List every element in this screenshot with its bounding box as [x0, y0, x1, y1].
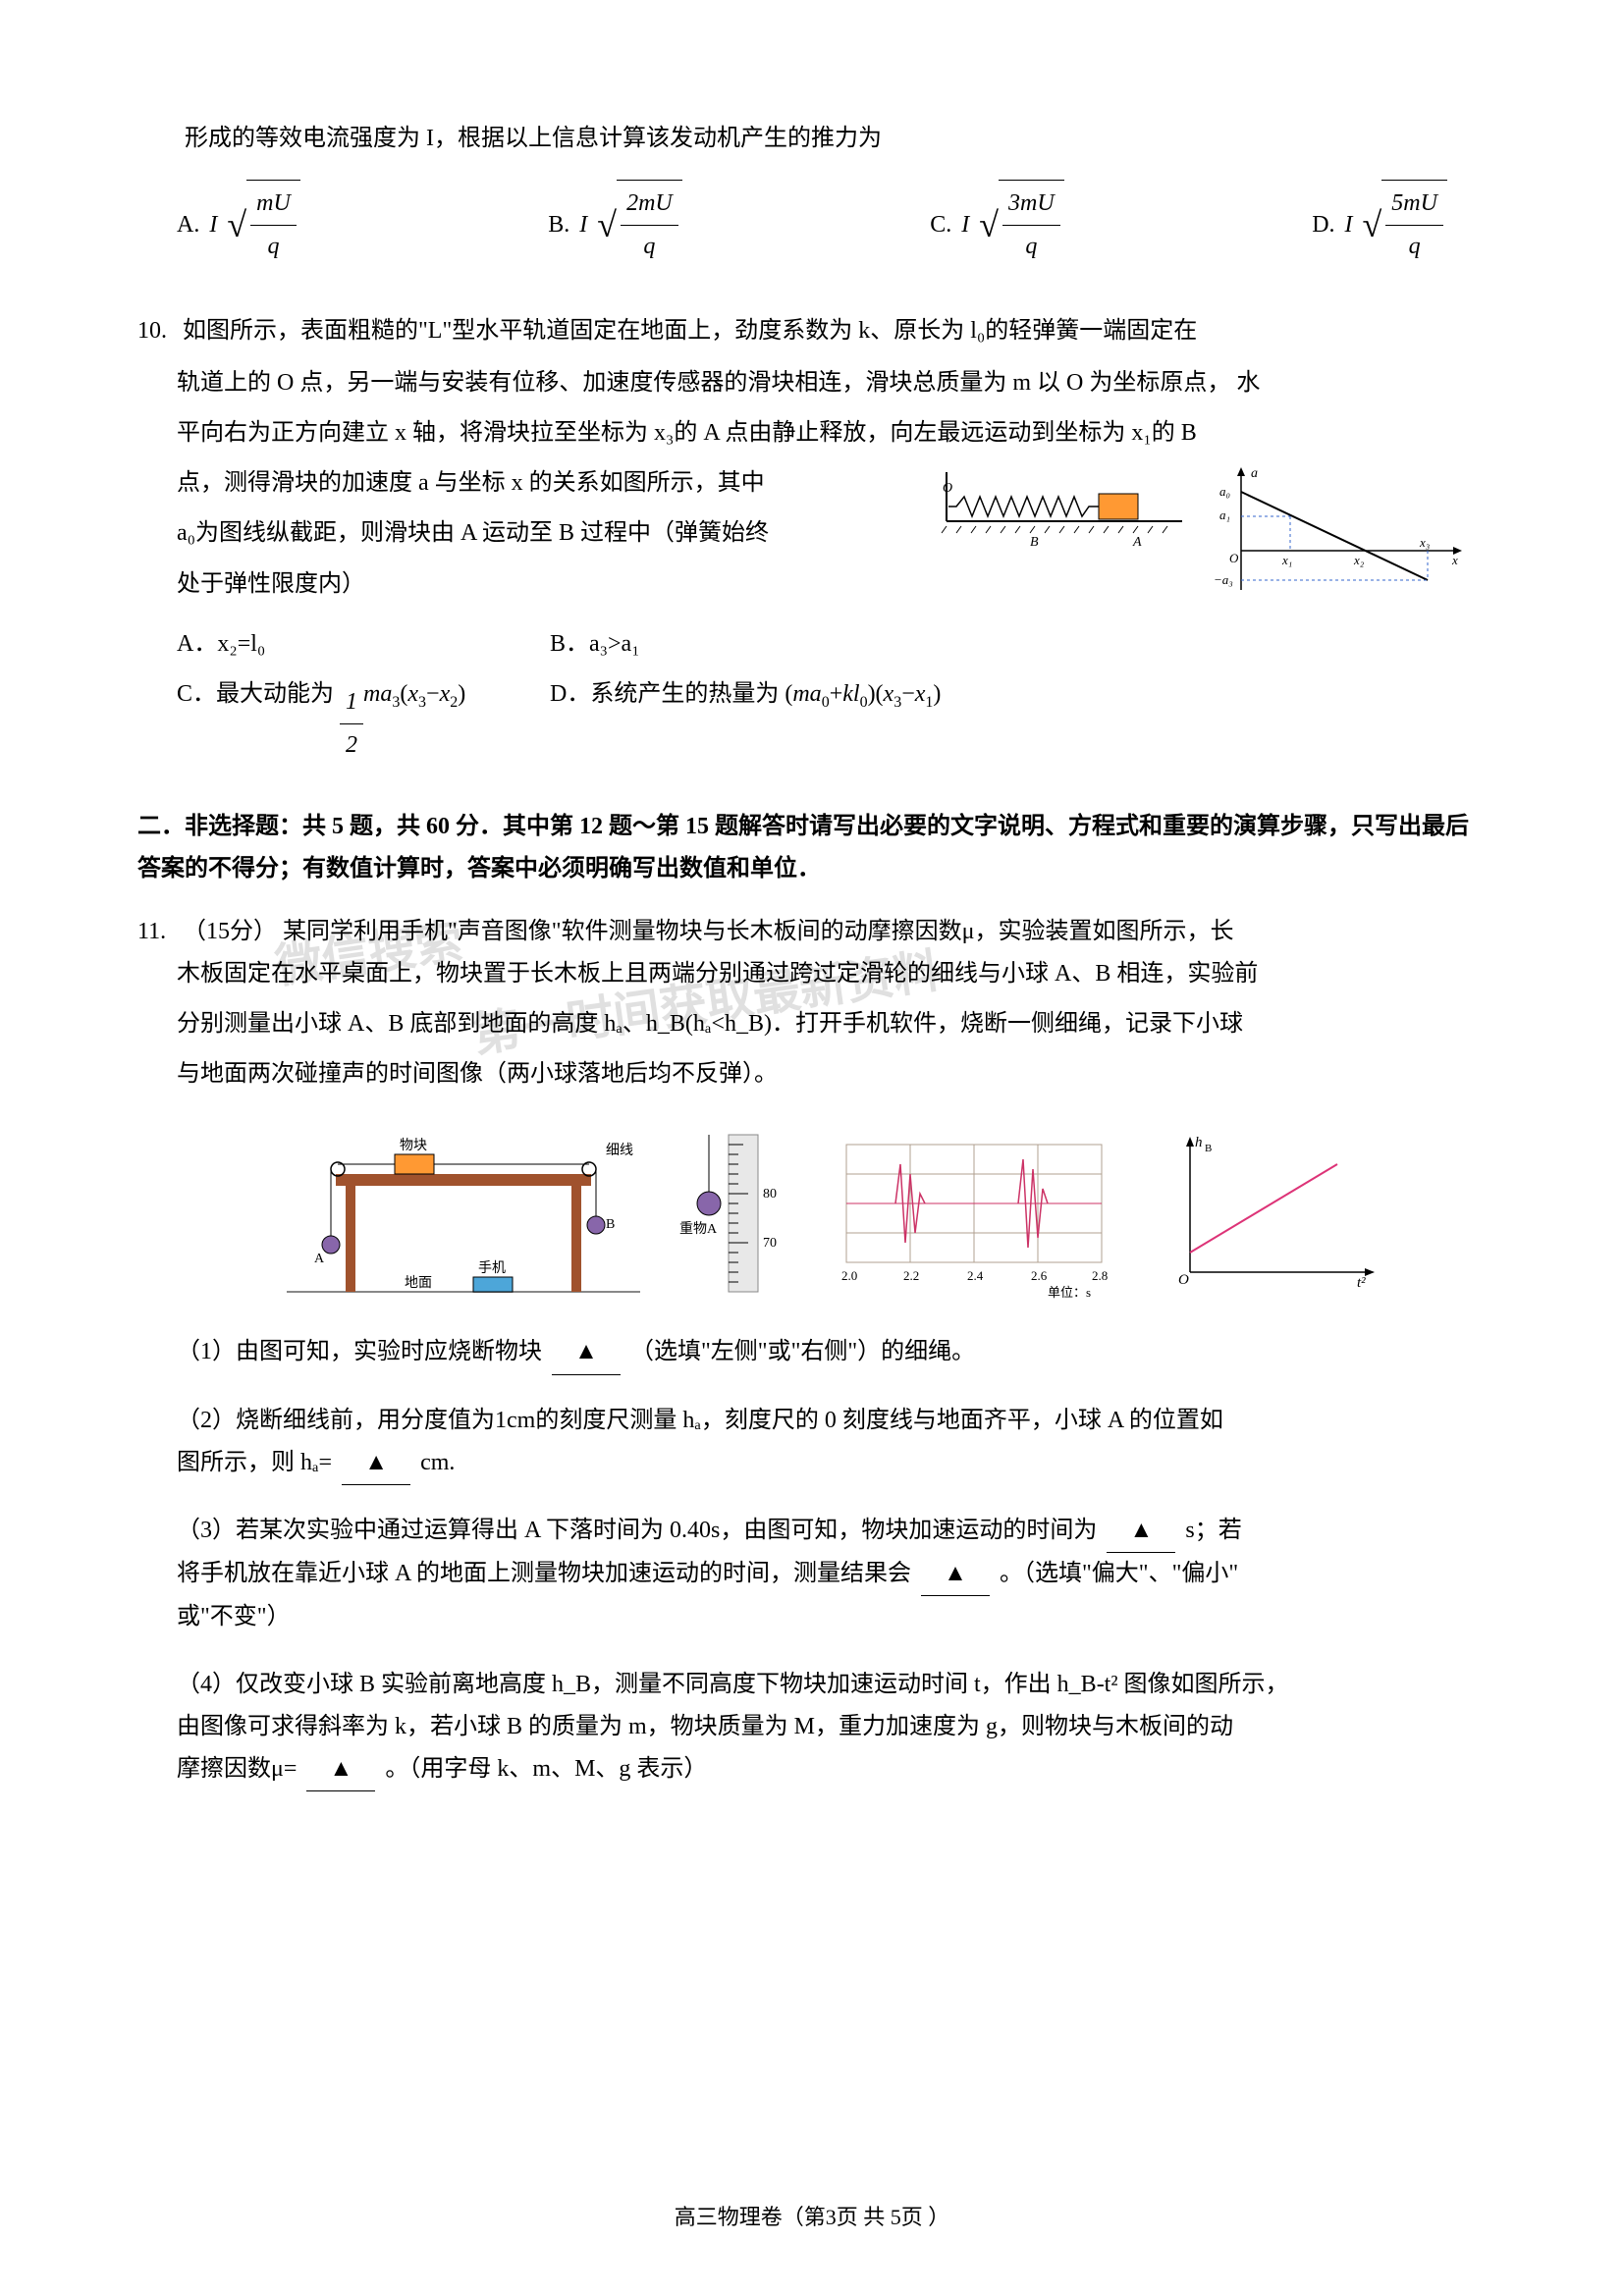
question-11: 11. （15分） 某同学利用手机"声音图像"软件测量物块与长木板间的动摩擦因数…: [137, 911, 1487, 1791]
svg-text:细线: 细线: [606, 1143, 633, 1158]
q9-d-label: D.: [1312, 204, 1334, 246]
section-2-header: 二．非选择题：共 5 题，共 60 分．其中第 12 题～第 15 题解答时请写…: [137, 806, 1487, 890]
q9-option-b: B. I √ 2mUq: [548, 180, 681, 270]
svg-text:h: h: [1195, 1135, 1203, 1150]
q10-text1: 如图所示，表面粗糙的"L"型水平轨道固定在地面上，劲度系数为 k、原长为 l₀的…: [183, 318, 1197, 344]
svg-text:2.0: 2.0: [841, 1268, 857, 1283]
q9-a-label: A.: [177, 204, 199, 246]
spring-diagram: O B A: [937, 462, 1192, 551]
q10-opt-d: D．系统产生的热量为 (ma0+kl0)(x3−x1): [550, 673, 1335, 767]
q10-opt-a: A．x₂=l₀: [177, 623, 550, 666]
svg-text:O: O: [1229, 551, 1239, 565]
svg-text:B: B: [1030, 535, 1039, 550]
svg-text:t²: t²: [1357, 1275, 1366, 1291]
q11-points: （15分）: [183, 919, 277, 944]
svg-text:2.6: 2.6: [1031, 1268, 1048, 1283]
q10-number: 10.: [137, 310, 177, 352]
svg-text:B: B: [606, 1217, 615, 1232]
question-9: 形成的等效电流强度为 I，根据以上信息计算该发动机产生的推力为 A. I √ m…: [137, 118, 1487, 271]
q9-options: A. I √ mUq B. I √ 2mUq C. I √: [137, 180, 1487, 270]
svg-text:A: A: [314, 1252, 325, 1266]
svg-text:x₁: x₁: [1281, 553, 1292, 567]
svg-text:70: 70: [763, 1236, 777, 1251]
ruler-diagram: 80 70 重物A: [679, 1125, 797, 1302]
q11-sub1: （1）由图可知，实验时应烧断物块 ▲ （选填"左侧"或"右侧"）的细绳。: [177, 1331, 1487, 1374]
acceleration-graph: a a₀ a₁ O −a₃ x₁ x₂ x₃ x: [1212, 462, 1467, 610]
question-10: 10. 如图所示，表面粗糙的"L"型水平轨道固定在地面上，劲度系数为 k、原长为…: [137, 310, 1487, 768]
svg-text:a: a: [1251, 466, 1258, 481]
page-footer: 高三物理卷（第3页 共 5页 ）: [0, 2198, 1624, 2237]
table-setup-diagram: 地面 物块 A B 细线: [277, 1125, 650, 1302]
svg-text:单位：s: 单位：s: [1048, 1285, 1091, 1300]
q10-text5: a₀为图线纵截距，则滑块由 A 运动至 B 过程中（弹簧始终: [177, 512, 917, 555]
q11-sub4: （4）仅改变小球 B 实验前离地高度 h_B，测量不同高度下物块加速运动时间 t…: [177, 1664, 1487, 1792]
q10-text2: 轨道上的 O 点，另一端与安装有位移、加速度传感器的滑块相连，滑块总质量为 m …: [177, 362, 1487, 404]
q9-intro: 形成的等效电流强度为 I，根据以上信息计算该发动机产生的推力为: [137, 118, 1487, 160]
q11-text3: 分别测量出小球 A、B 底部到地面的高度 hₐ、h_B(hₐ<h_B)．打开手机…: [177, 1003, 1487, 1045]
q10-text4: 点，测得滑块的加速度 a 与坐标 x 的关系如图所示，其中: [177, 462, 917, 505]
svg-text:A: A: [1132, 535, 1142, 550]
q10-text3: 平向右为正方向建立 x 轴，将滑块拉至坐标为 x₃的 A 点由静止释放，向左最远…: [177, 412, 1487, 454]
svg-text:x: x: [1451, 553, 1458, 567]
svg-text:2.4: 2.4: [967, 1268, 984, 1283]
q11-text2: 木板固定在水平桌面上，物块置于长木板上且两端分别通过跨过定滑轮的细线与小球 A、…: [177, 953, 1487, 995]
svg-text:x₂: x₂: [1353, 553, 1365, 567]
q10-opt-c: C．最大动能为 12ma3(x3−x2): [177, 673, 550, 767]
q11-text4: 与地面两次碰撞声的时间图像（两小球落地后均不反弹）。: [177, 1053, 1487, 1095]
svg-text:a₁: a₁: [1219, 507, 1230, 522]
q9-option-a: A. I √ mUq: [177, 180, 300, 270]
svg-text:2.8: 2.8: [1092, 1268, 1108, 1283]
svg-text:80: 80: [763, 1187, 777, 1201]
svg-text:O: O: [943, 481, 952, 496]
q10-text6: 处于弹性限度内）: [177, 563, 917, 606]
svg-text:地面: 地面: [405, 1275, 432, 1291]
svg-text:B: B: [1205, 1143, 1212, 1154]
svg-text:物块: 物块: [400, 1138, 427, 1153]
q11-number: 11.: [137, 911, 177, 953]
svg-text:−a₃: −a₃: [1214, 572, 1233, 587]
waveform-diagram: 2.0 2.2 2.4 2.6 2.8 单位：s: [827, 1125, 1121, 1302]
q11-sub2: （2）烧断细线前，用分度值为1cm的刻度尺测量 hₐ，刻度尺的 0 刻度线与地面…: [177, 1400, 1487, 1485]
q9-option-d: D. I √ 5mUq: [1312, 180, 1447, 270]
svg-text:重物A: 重物A: [679, 1221, 718, 1237]
line-graph: hB O t²: [1151, 1125, 1386, 1302]
svg-text:2.2: 2.2: [903, 1268, 919, 1283]
q11-sub3: （3）若某次实验中通过运算得出 A 下落时间为 0.40s，由图可知，物块加速运…: [177, 1510, 1487, 1639]
q9-c-label: C.: [930, 204, 951, 246]
q9-option-c: C. I √ 3mUq: [930, 180, 1063, 270]
q10-options: A．x₂=l₀ B．a₃>a₁ C．最大动能为 12ma3(x3−x2) D．系…: [177, 623, 1487, 768]
q11-text1: 某同学利用手机"声音图像"软件测量物块与长木板间的动摩擦因数μ，实验装置如图所示…: [283, 919, 1233, 944]
q9-b-label: B.: [548, 204, 569, 246]
q10-opt-b: B．a₃>a₁: [550, 623, 1335, 666]
svg-text:O: O: [1178, 1272, 1189, 1288]
svg-text:x₃: x₃: [1419, 535, 1430, 550]
experiment-figures: 地面 物块 A B 细线: [177, 1125, 1487, 1302]
svg-text:a₀: a₀: [1219, 484, 1230, 499]
svg-text:手机: 手机: [478, 1260, 506, 1276]
